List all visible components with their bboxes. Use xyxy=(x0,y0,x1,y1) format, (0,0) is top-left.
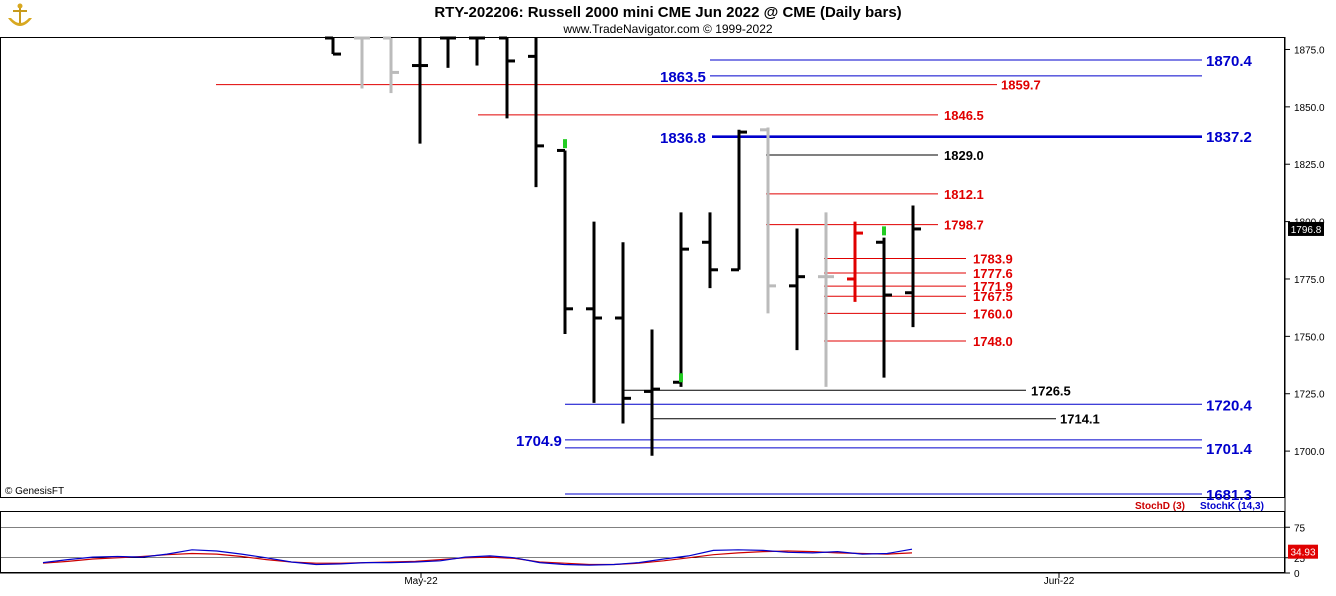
level-label-1783-9: 1783.9 xyxy=(973,252,1013,267)
copyright-label: © GenesisFT xyxy=(5,486,64,497)
level-label-1829-0: 1829.0 xyxy=(944,148,984,163)
level-label-1726-5: 1726.5 xyxy=(1031,383,1071,398)
price-bar xyxy=(644,329,660,456)
price-axis-tick-label: 1725.0 xyxy=(1294,390,1325,401)
price-axis-tick-label: 1850.0 xyxy=(1294,103,1325,114)
price-bar xyxy=(499,36,515,119)
price-bar xyxy=(731,129,747,272)
price-bar xyxy=(702,212,718,289)
stoch-value-label: 34.93 xyxy=(1290,548,1315,559)
price-bar xyxy=(440,36,456,68)
stoch-axis-tick-label: 75 xyxy=(1294,523,1306,534)
level-label-1859-7: 1859.7 xyxy=(1001,78,1041,93)
price-axis-tick-label: 1750.0 xyxy=(1294,332,1325,343)
stoch-line-d xyxy=(42,550,913,566)
price-bar xyxy=(876,237,892,378)
level-label-1748-0: 1748.0 xyxy=(973,334,1013,349)
price-bar xyxy=(615,242,631,424)
price-bar xyxy=(760,127,776,314)
level-label-1836-8: 1836.8 xyxy=(660,130,706,147)
level-label-1777-6: 1777.6 xyxy=(973,266,1013,281)
price-bar xyxy=(586,221,602,403)
chart-subtitle: www.TradeNavigator.com © 1999-2022 xyxy=(562,22,772,36)
price-bar xyxy=(528,38,544,188)
price-bar xyxy=(354,36,370,89)
stoch-value-box xyxy=(1288,544,1318,559)
level-label-1870-4: 1870.4 xyxy=(1206,53,1253,70)
price-bar xyxy=(789,228,805,351)
level-label-1863-5: 1863.5 xyxy=(660,69,706,86)
stoch-legend-d: StochD (3) xyxy=(1135,501,1185,512)
level-label-1812-1: 1812.1 xyxy=(944,187,984,202)
x-axis-tick-label: Jun-22 xyxy=(1044,576,1075,587)
last-price-label: 1796.8 xyxy=(1291,225,1322,236)
price-axis-tick-label: 1775.0 xyxy=(1294,275,1325,286)
price-bar xyxy=(818,212,834,387)
price-bar xyxy=(557,148,573,335)
stoch-legend-k: StochK (14,3) xyxy=(1200,501,1264,512)
stoch-axis-tick-label: 25 xyxy=(1294,554,1306,565)
stoch-line-k xyxy=(42,548,913,566)
price-bar xyxy=(469,36,485,66)
price-bar xyxy=(847,221,863,302)
level-label-1846-5: 1846.5 xyxy=(944,108,984,123)
level-label-1714-1: 1714.1 xyxy=(1060,412,1100,427)
price-bar xyxy=(383,36,399,94)
trade-navigator-logo-icon xyxy=(4,3,34,32)
price-axis-tick-label: 1700.0 xyxy=(1294,447,1325,458)
level-label-1798-7: 1798.7 xyxy=(944,218,984,233)
price-bar xyxy=(325,36,341,56)
level-label-1701-4: 1701.4 xyxy=(1206,441,1253,458)
level-label-1837-2: 1837.2 xyxy=(1206,129,1252,146)
price-bar xyxy=(412,38,428,144)
price-axis-tick-label: 1825.0 xyxy=(1294,160,1325,171)
level-label-1681-3: 1681.3 xyxy=(1206,487,1252,504)
price-bar xyxy=(905,205,921,328)
x-axis-tick-label: May-22 xyxy=(404,576,438,587)
chart-title: RTY-202206: Russell 2000 mini CME Jun 20… xyxy=(434,4,901,21)
price-axis-tick-label: 1875.0 xyxy=(1294,45,1325,56)
stoch-axis-tick-label: 0 xyxy=(1294,569,1300,580)
level-label-1760-0: 1760.0 xyxy=(973,306,1013,321)
level-label-1704-9: 1704.9 xyxy=(516,433,562,450)
level-label-1720-4: 1720.4 xyxy=(1206,397,1253,414)
last-price-box xyxy=(1288,221,1324,236)
level-label-1767-5: 1767.5 xyxy=(973,289,1013,304)
level-label-1771-9: 1771.9 xyxy=(973,279,1013,294)
